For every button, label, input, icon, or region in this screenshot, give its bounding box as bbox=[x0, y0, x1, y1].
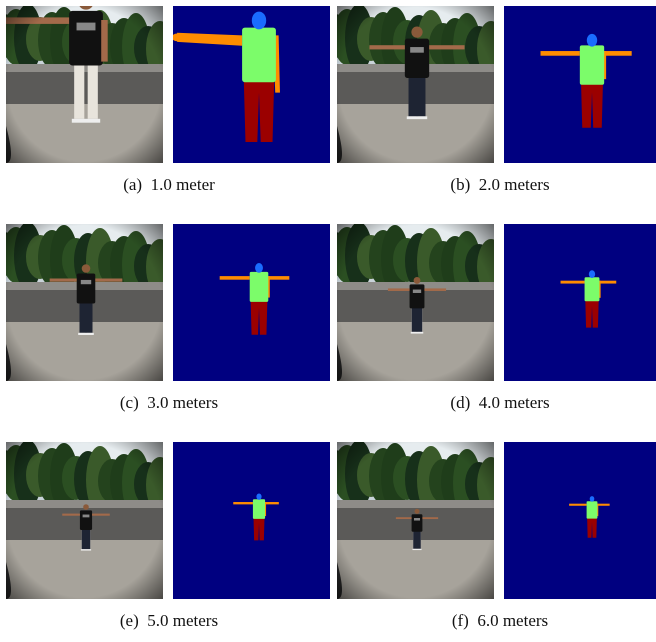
subfigure-label: (c) bbox=[119, 393, 139, 412]
subfigure-c: (c) 3.0 meters bbox=[6, 224, 332, 424]
subfigure-d: (d) 4.0 meters bbox=[337, 224, 656, 424]
subfigure-e: (e) 5.0 meters bbox=[6, 442, 332, 642]
subfigure-f: (f) 6.0 meters bbox=[337, 442, 656, 642]
camera-photo bbox=[337, 6, 494, 163]
subfigure-caption: (a) 1.0 meter bbox=[6, 175, 332, 195]
subfigure-caption-text: 4.0 meters bbox=[478, 393, 550, 412]
subfigure-b: (b) 2.0 meters bbox=[337, 6, 656, 206]
subfigure-a: (a) 1.0 meter bbox=[6, 6, 332, 206]
subfigure-caption: (f) 6.0 meters bbox=[337, 611, 656, 631]
subfigure-label: (a) bbox=[123, 175, 143, 194]
segmentation-mask bbox=[504, 6, 656, 163]
segmentation-mask bbox=[173, 224, 330, 381]
subfigure-label: (d) bbox=[450, 393, 471, 412]
subfigure-label: (e) bbox=[119, 611, 139, 630]
subfigure-caption-text: 6.0 meters bbox=[477, 611, 549, 630]
camera-photo bbox=[6, 224, 163, 381]
subfigure-caption-text: 2.0 meters bbox=[478, 175, 550, 194]
segmentation-mask bbox=[173, 6, 330, 163]
segmentation-mask bbox=[173, 442, 330, 599]
subfigure-caption: (d) 4.0 meters bbox=[337, 393, 656, 413]
subfigure-caption-text: 5.0 meters bbox=[147, 611, 219, 630]
subfigure-caption-text: 3.0 meters bbox=[147, 393, 219, 412]
camera-photo bbox=[337, 442, 494, 599]
camera-photo bbox=[6, 442, 163, 599]
segmentation-mask bbox=[504, 442, 656, 599]
subfigure-caption: (b) 2.0 meters bbox=[337, 175, 656, 195]
segmentation-mask bbox=[504, 224, 656, 381]
subfigure-label: (b) bbox=[450, 175, 471, 194]
subfigure-label: (f) bbox=[451, 611, 469, 630]
subfigure-caption-text: 1.0 meter bbox=[150, 175, 215, 194]
subfigure-caption: (e) 5.0 meters bbox=[6, 611, 332, 631]
camera-photo bbox=[337, 224, 494, 381]
subfigure-caption: (c) 3.0 meters bbox=[6, 393, 332, 413]
camera-photo bbox=[6, 6, 163, 163]
